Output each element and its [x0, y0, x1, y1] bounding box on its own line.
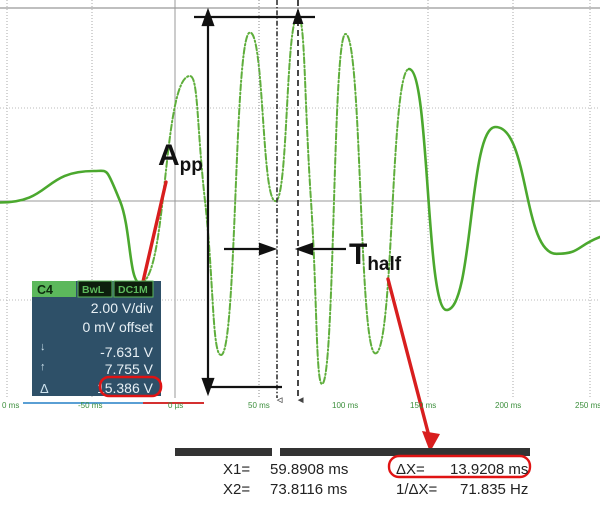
svg-text:0 µs: 0 µs — [168, 401, 183, 410]
svg-text:↓: ↓ — [40, 341, 46, 353]
svg-text:15.386 V: 15.386 V — [97, 380, 154, 396]
svg-text:1/ΔX=: 1/ΔX= — [396, 481, 438, 498]
svg-text:-50 ms: -50 ms — [78, 401, 102, 410]
svg-text:100 ms: 100 ms — [332, 401, 358, 410]
svg-text:7.755 V: 7.755 V — [105, 361, 154, 377]
svg-text:C4: C4 — [37, 283, 53, 297]
svg-text:13.9208 ms: 13.9208 ms — [450, 461, 528, 478]
svg-text:◁: ◁ — [276, 397, 283, 404]
svg-text:50 ms: 50 ms — [248, 401, 270, 410]
svg-text:71.835 Hz: 71.835 Hz — [460, 481, 528, 498]
svg-text:DC1M: DC1M — [118, 284, 148, 296]
svg-text:0 mV offset: 0 mV offset — [82, 319, 153, 335]
svg-text:X1=: X1= — [223, 461, 250, 478]
svg-text:↑: ↑ — [40, 361, 46, 373]
svg-text:250 ms: 250 ms — [575, 401, 600, 410]
svg-text:73.8116 ms: 73.8116 ms — [270, 481, 347, 498]
svg-text:0 ms: 0 ms — [2, 401, 19, 410]
svg-text:-7.631 V: -7.631 V — [100, 344, 154, 360]
svg-text:2.00 V/div: 2.00 V/div — [91, 300, 153, 316]
svg-text:59.8908 ms: 59.8908 ms — [270, 461, 348, 478]
svg-text:BwL: BwL — [82, 284, 105, 296]
svg-text:200 ms: 200 ms — [495, 401, 521, 410]
svg-text:ΔX=: ΔX= — [396, 461, 425, 478]
svg-text:X2=: X2= — [223, 481, 250, 498]
svg-text:◀: ◀ — [297, 397, 304, 404]
svg-text:Δ: Δ — [40, 381, 49, 396]
svg-text:150 ms: 150 ms — [410, 401, 436, 410]
